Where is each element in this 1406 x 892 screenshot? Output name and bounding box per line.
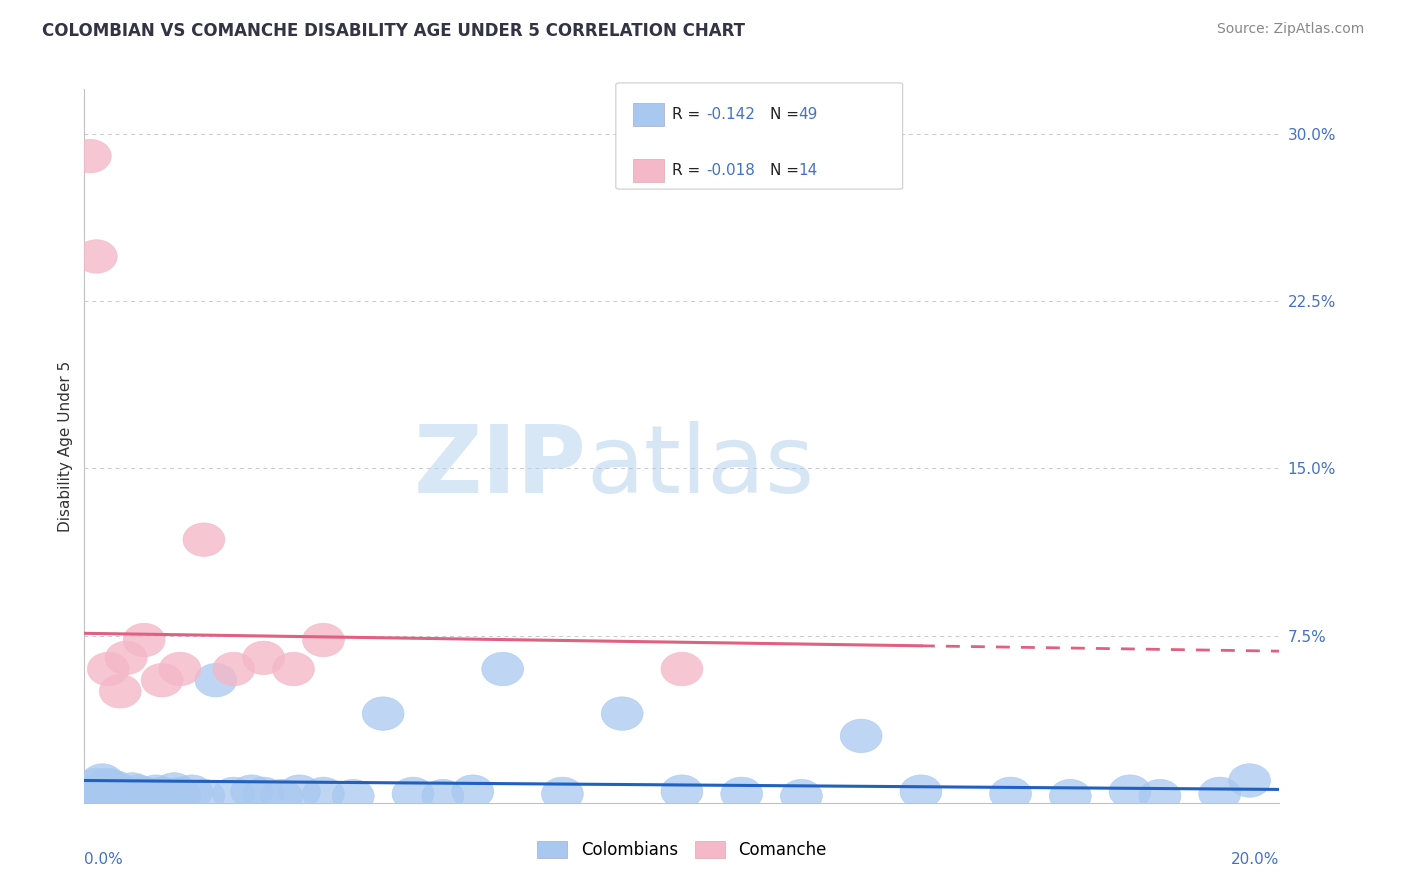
Ellipse shape [243,777,284,811]
Ellipse shape [159,652,201,686]
Text: R =: R = [672,107,706,121]
Ellipse shape [1109,775,1152,808]
Ellipse shape [69,775,111,808]
Legend: Colombians, Comanche: Colombians, Comanche [531,834,832,866]
Ellipse shape [183,523,225,557]
Ellipse shape [148,780,188,813]
Ellipse shape [422,780,464,813]
Text: 49: 49 [799,107,818,121]
Ellipse shape [273,652,315,686]
Ellipse shape [87,768,129,802]
Ellipse shape [82,777,124,811]
Ellipse shape [105,641,148,674]
Ellipse shape [117,775,159,808]
Ellipse shape [69,139,111,173]
Ellipse shape [212,652,254,686]
Ellipse shape [841,719,882,753]
Ellipse shape [243,641,284,674]
Text: -0.018: -0.018 [706,163,755,178]
Ellipse shape [93,780,135,813]
Ellipse shape [87,775,129,808]
Ellipse shape [124,624,165,657]
Ellipse shape [661,652,703,686]
Ellipse shape [76,768,117,802]
Ellipse shape [482,652,523,686]
Ellipse shape [93,771,135,804]
Ellipse shape [451,775,494,808]
Ellipse shape [302,777,344,811]
Ellipse shape [111,780,153,813]
Ellipse shape [231,775,273,808]
Text: Source: ZipAtlas.com: Source: ZipAtlas.com [1216,22,1364,37]
Ellipse shape [212,777,254,811]
Ellipse shape [105,777,148,811]
Text: 20.0%: 20.0% [1232,852,1279,867]
Text: atlas: atlas [586,421,814,514]
Ellipse shape [76,240,117,273]
Text: ZIP: ZIP [413,421,586,514]
Ellipse shape [141,777,183,811]
Ellipse shape [392,777,434,811]
Ellipse shape [541,777,583,811]
Ellipse shape [780,780,823,813]
Ellipse shape [990,777,1032,811]
Ellipse shape [82,764,124,797]
Ellipse shape [900,775,942,808]
Text: R =: R = [672,163,706,178]
Ellipse shape [111,772,153,806]
Ellipse shape [260,780,302,813]
Ellipse shape [1199,777,1240,811]
Text: N =: N = [770,163,804,178]
Ellipse shape [129,780,172,813]
Ellipse shape [183,780,225,813]
Ellipse shape [302,624,344,657]
Ellipse shape [100,674,141,708]
Text: N =: N = [770,107,804,121]
Ellipse shape [721,777,762,811]
Ellipse shape [87,652,129,686]
Text: 14: 14 [799,163,818,178]
Ellipse shape [1139,780,1181,813]
Ellipse shape [124,777,165,811]
Y-axis label: Disability Age Under 5: Disability Age Under 5 [58,360,73,532]
Ellipse shape [363,697,404,731]
Ellipse shape [100,775,141,808]
Ellipse shape [332,780,374,813]
Ellipse shape [278,775,321,808]
Text: -0.142: -0.142 [706,107,755,121]
Ellipse shape [153,772,195,806]
Ellipse shape [195,664,236,697]
Text: 0.0%: 0.0% [84,852,124,867]
Ellipse shape [76,780,117,813]
Ellipse shape [159,777,201,811]
Ellipse shape [172,775,212,808]
Ellipse shape [141,664,183,697]
Ellipse shape [1229,764,1271,797]
Text: COLOMBIAN VS COMANCHE DISABILITY AGE UNDER 5 CORRELATION CHART: COLOMBIAN VS COMANCHE DISABILITY AGE UND… [42,22,745,40]
Ellipse shape [661,775,703,808]
Ellipse shape [1049,780,1091,813]
Ellipse shape [602,697,643,731]
Ellipse shape [135,775,177,808]
